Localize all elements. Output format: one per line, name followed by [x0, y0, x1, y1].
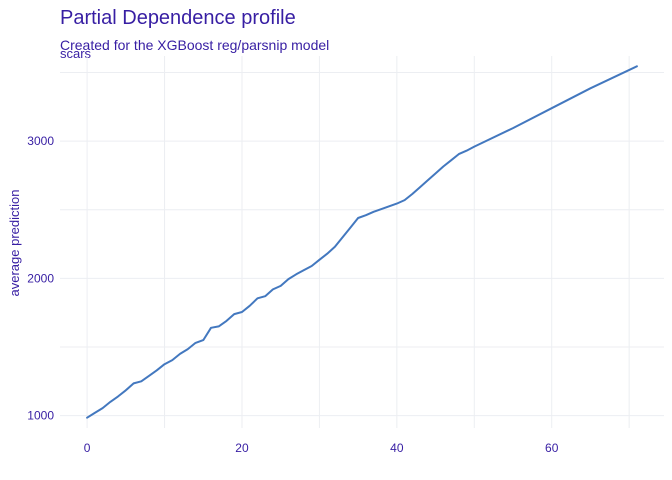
- y-axis-ticks: 1000 2000 3000: [27, 134, 54, 423]
- y-tick-label: 3000: [27, 134, 54, 148]
- chart-title: Partial Dependence profile: [60, 7, 296, 29]
- y-axis-title: average prediction: [7, 190, 22, 297]
- x-axis-ticks: 0 20 40 60: [84, 441, 559, 455]
- series-line: [86, 65, 638, 419]
- chart-subtitle: Created for the XGBoost reg/parsnip mode…: [60, 37, 330, 53]
- y-tick-label: 2000: [27, 271, 54, 285]
- x-tick-label: 20: [235, 441, 249, 455]
- x-tick-label: 0: [84, 441, 91, 455]
- x-tick-label: 40: [390, 441, 404, 455]
- y-tick-label: 1000: [27, 409, 54, 423]
- x-tick-label: 60: [545, 441, 559, 455]
- series-layer: [86, 65, 638, 419]
- grid-lines: [60, 56, 664, 428]
- facet-label: scars: [60, 46, 92, 61]
